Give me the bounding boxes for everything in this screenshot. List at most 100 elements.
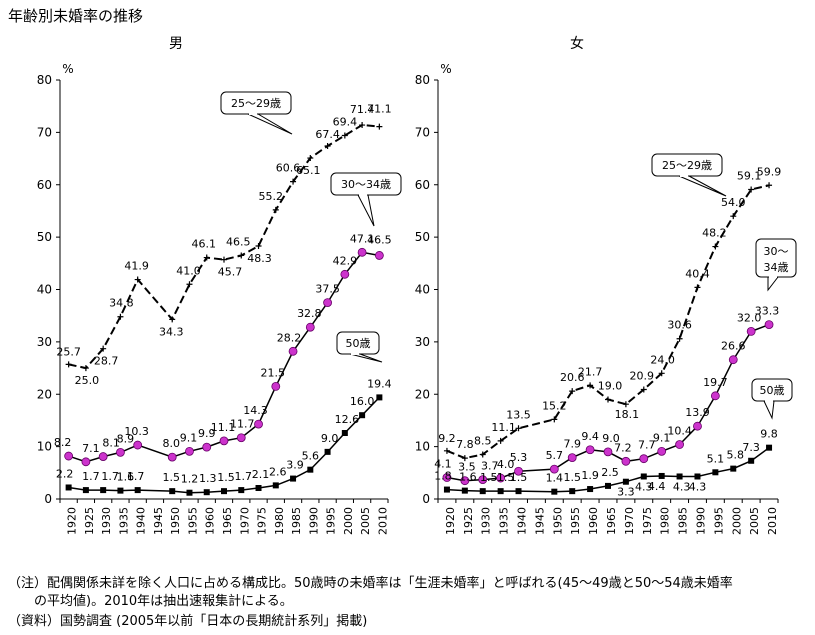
- data-label: 11.7: [230, 418, 255, 431]
- data-point: [766, 182, 773, 189]
- data-point: [64, 451, 74, 461]
- data-label: 19.0: [598, 379, 623, 392]
- data-point: [496, 473, 506, 483]
- data-label: 11.1: [491, 421, 516, 434]
- data-point: [117, 313, 124, 320]
- data-point: [324, 448, 331, 455]
- data-point: [117, 487, 124, 494]
- data-point: [65, 361, 72, 368]
- data-point: [622, 401, 629, 408]
- data-point: [479, 451, 486, 458]
- data-label: 47.1: [350, 232, 375, 245]
- data-point: [460, 476, 470, 486]
- x-tick-label: 2000: [730, 507, 743, 535]
- x-tick-label: 2000: [342, 507, 355, 535]
- data-point: [98, 452, 108, 461]
- series-line-2: [446, 447, 770, 493]
- data-label: 3.5: [458, 461, 476, 474]
- data-label: 8.9: [117, 432, 135, 445]
- data-label: 4.3: [673, 480, 691, 493]
- x-tick-label: 1945: [152, 507, 165, 535]
- data-point: [134, 276, 141, 283]
- callout-pointer: [678, 175, 727, 197]
- data-point: [728, 355, 738, 365]
- data-point: [675, 440, 684, 449]
- data-point: [341, 430, 348, 437]
- data-point: [622, 478, 629, 485]
- data-point: [374, 251, 384, 260]
- data-label: 1.5: [480, 471, 498, 484]
- data-point: [185, 446, 194, 456]
- data-point: [569, 388, 576, 395]
- data-label: 5.1: [707, 452, 725, 465]
- data-label: 55.2: [259, 190, 284, 203]
- data-point: [82, 365, 89, 372]
- data-label: 28.2: [277, 331, 302, 344]
- data-label: 4.0: [497, 458, 515, 471]
- y-tick-label: 60: [415, 178, 430, 192]
- data-label: 46.5: [367, 233, 392, 246]
- x-tick-label: 1975: [256, 507, 269, 535]
- y-tick-label: 40: [37, 283, 52, 297]
- y-tick-label: 50: [415, 230, 430, 244]
- data-label: 48.2: [702, 227, 727, 240]
- chart-panel-1: 女% 0 10 20 30 40 50 60 70 80 1920 1925 1930 1935 1940 1…: [415, 35, 797, 535]
- data-point: [730, 465, 737, 472]
- data-point: [621, 456, 631, 466]
- data-point: [203, 489, 210, 496]
- data-label: 60.6: [276, 162, 301, 175]
- y-tick-label: 70: [415, 125, 430, 139]
- data-point: [676, 473, 683, 480]
- data-label: 1.5: [510, 471, 528, 484]
- data-label: 1.6: [459, 471, 477, 484]
- data-label: 2.2: [56, 467, 74, 480]
- y-tick-label: 20: [37, 387, 52, 401]
- data-point: [587, 382, 594, 389]
- y-tick-label: 10: [415, 440, 430, 454]
- data-point: [567, 453, 577, 463]
- y-tick-label: 10: [37, 440, 52, 454]
- data-point: [236, 433, 246, 443]
- data-label: 4.1: [434, 458, 452, 471]
- data-point: [82, 487, 89, 494]
- x-tick-label: 1965: [221, 507, 234, 535]
- data-label: 9.2: [438, 432, 456, 445]
- data-point: [730, 213, 737, 220]
- data-label: 71.1: [367, 103, 392, 116]
- data-point: [238, 252, 245, 259]
- data-point: [764, 320, 774, 329]
- x-tick-label: 1995: [712, 507, 725, 535]
- data-label: 20.6: [560, 371, 585, 384]
- data-point: [376, 123, 383, 130]
- data-label: 13.9: [685, 406, 710, 419]
- callout-pointer: [763, 400, 775, 420]
- data-point: [551, 416, 558, 423]
- data-label: 1.8: [434, 470, 452, 483]
- data-point: [255, 243, 262, 250]
- y-tick-label: 70: [37, 125, 52, 139]
- callout-pointer: [349, 353, 383, 363]
- data-point: [549, 464, 559, 474]
- x-tick-label: 1960: [587, 507, 600, 535]
- x-tick-label: 1990: [694, 507, 707, 535]
- data-label: 19.7: [703, 376, 728, 389]
- note-line-3: （資料）国勢調査 (2005年以前「日本の長期統計系列」掲載): [8, 614, 368, 629]
- x-tick-label: 1980: [273, 507, 286, 535]
- data-label: 30.6: [667, 319, 692, 332]
- data-label: 8.2: [54, 436, 72, 449]
- x-tick-label: 2010: [376, 507, 389, 535]
- data-point: [746, 326, 756, 336]
- x-tick-label: 1985: [677, 507, 690, 535]
- data-label: 5.8: [727, 449, 745, 462]
- y-tick-label: 0: [44, 492, 52, 506]
- data-label: 1.7: [127, 470, 145, 483]
- x-tick-label: 1955: [186, 507, 199, 535]
- data-label: 2.6: [269, 465, 287, 478]
- note-line-1: （注）配偶関係未詳を除く人口に占める構成比。50歳時の未婚率は「生涯未婚率」と呼…: [8, 576, 733, 591]
- data-point: [605, 396, 611, 403]
- x-tick-label: 1960: [204, 507, 217, 535]
- x-tick-label: 1920: [66, 507, 79, 535]
- data-label: 1.5: [217, 471, 235, 484]
- data-point: [186, 489, 193, 496]
